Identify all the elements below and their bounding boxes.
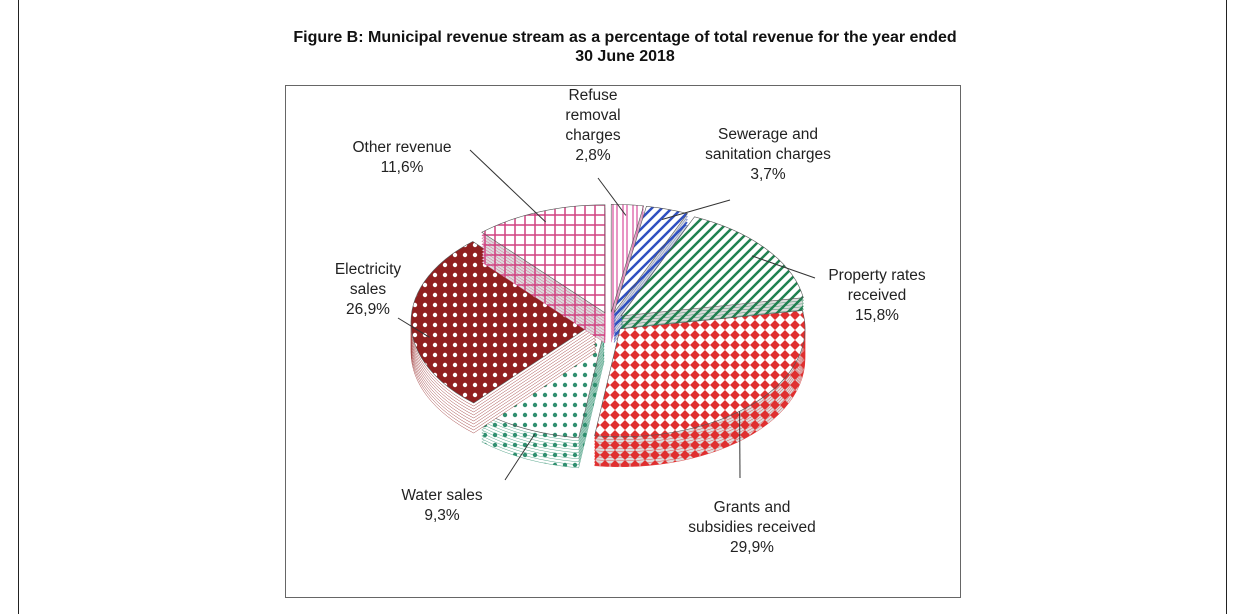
value-label: 9,3% (424, 507, 460, 524)
value-label: 26,9% (346, 301, 390, 318)
pie-slice (481, 204, 606, 344)
frame (18, 0, 1227, 614)
pie-slice (410, 241, 597, 434)
leader-line (504, 433, 536, 481)
chart-box (285, 85, 961, 598)
pie-slice (594, 310, 806, 468)
category-label: Water sales (401, 487, 483, 504)
category-label: Property rates received (828, 267, 926, 304)
slice-label: Sewerage and sanitation charges 3,7% (693, 125, 843, 185)
leader-line (397, 317, 430, 338)
value-label: 29,9% (730, 539, 774, 556)
leader-line (751, 255, 816, 279)
leader-line (597, 177, 627, 216)
leader-line (469, 149, 547, 223)
value-label: 11,6% (380, 159, 424, 176)
slice-label: Refuse removal charges 2,8% (543, 86, 643, 166)
value-label: 2,8% (575, 147, 611, 164)
value-label: 3,7% (750, 166, 786, 183)
chart-title: Figure B: Municipal revenue stream as a … (293, 29, 957, 65)
pie-slice (481, 330, 605, 469)
category-label: Sewerage and sanitation charges (705, 126, 831, 163)
slice-label: Electricity sales 26,9% (323, 260, 413, 320)
slice-label: Other revenue 11,6% (332, 138, 472, 178)
category-label: Refuse removal charges (565, 87, 621, 144)
category-label: Electricity sales (334, 261, 402, 298)
category-label: Grants and subsidies received (688, 499, 816, 536)
slice-label: Water sales 9,3% (382, 486, 502, 526)
category-label: Other revenue (352, 139, 452, 156)
leader-line (661, 199, 731, 221)
value-label: 15,8% (855, 307, 899, 324)
slice-label: Grants and subsidies received 29,9% (687, 498, 817, 558)
slice-label: Property rates received 15,8% (812, 266, 942, 326)
